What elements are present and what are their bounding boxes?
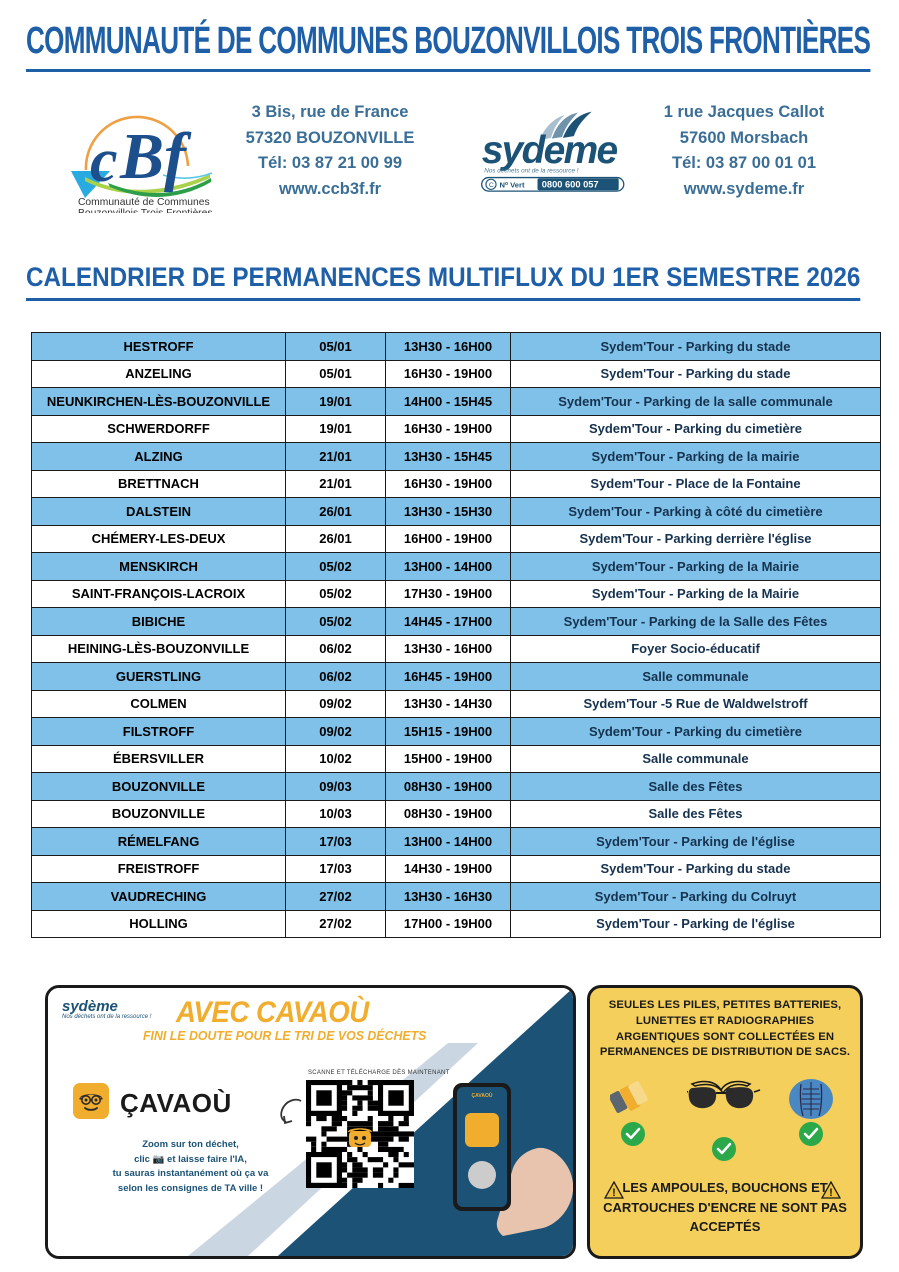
svg-text:No Vert: No Vert [499,181,525,190]
svg-text:0800 600 057: 0800 600 057 [542,179,599,189]
svg-text:Communauté de Communes: Communauté de Communes [78,197,210,208]
svg-text:Bf: Bf [119,120,192,193]
svg-text:sydeme: sydeme [482,129,618,172]
svg-text:Bouzonvillois Trois Frontières: Bouzonvillois Trois Frontières [78,208,212,213]
svg-text:C: C [489,182,494,189]
svg-text:Nos déchets ont de la ressourc: Nos déchets ont de la ressource ! [484,167,579,174]
svg-text:c: c [90,127,118,195]
